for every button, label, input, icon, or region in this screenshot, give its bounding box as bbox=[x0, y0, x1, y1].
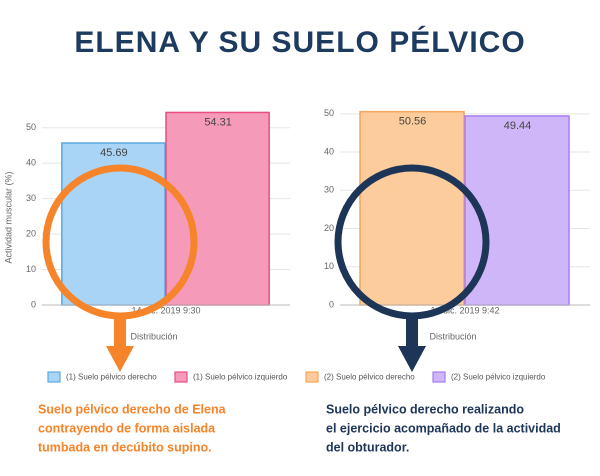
y-tick-label: 40 bbox=[26, 158, 36, 168]
arrow-head bbox=[106, 346, 134, 372]
x-axis-title: Distribución bbox=[130, 331, 177, 341]
arrow-head bbox=[398, 346, 426, 372]
value-label: 45.69 bbox=[100, 147, 128, 159]
bar bbox=[165, 111, 270, 306]
legend-label: (2) Suelo pélvico izquierdo bbox=[451, 373, 546, 382]
y-tick-label: 50 bbox=[26, 122, 36, 132]
bar bbox=[359, 110, 465, 306]
y-tick-label: 10 bbox=[26, 264, 36, 274]
annotation: Suelo pélvico derecho de Elena bbox=[38, 402, 227, 416]
y-axis-title: Actividad muscular (%) bbox=[3, 171, 13, 263]
decorations bbox=[42, 164, 490, 372]
x-axis-title: Distribución bbox=[429, 331, 476, 341]
value-label: 49.44 bbox=[504, 120, 532, 132]
highlight-circle bbox=[42, 164, 198, 320]
x-tick-label: 14 dic. 2019 9:30 bbox=[131, 305, 200, 315]
legend-label: (1) Suelo pélvico derecho bbox=[66, 373, 157, 382]
highlight-circle bbox=[334, 164, 490, 320]
y-tick-label: 30 bbox=[26, 193, 36, 203]
y-tick-label: 20 bbox=[26, 228, 36, 238]
legend-swatch bbox=[305, 371, 319, 383]
y-tick-label: 40 bbox=[324, 146, 334, 156]
y-tick-label: 0 bbox=[329, 299, 334, 309]
value-label: 54.31 bbox=[204, 116, 232, 128]
arrow-shaft bbox=[406, 318, 418, 348]
arrow-shaft bbox=[114, 318, 126, 348]
page-title: ELENA Y SU SUELO PÉLVICO bbox=[74, 25, 525, 59]
annotation: tumbada en decúbito supino. bbox=[38, 440, 212, 454]
annotation: el ejercicio acompañado de la actividad bbox=[326, 421, 561, 435]
x-tick-label: 14 dic. 2019 9:42 bbox=[430, 305, 499, 315]
value-label: 50.56 bbox=[399, 116, 427, 128]
y-tick-label: 20 bbox=[324, 223, 334, 233]
annotation: Suelo pélvico derecho realizando bbox=[326, 402, 524, 416]
annotation: del obturador. bbox=[326, 440, 409, 454]
legend-label: (2) Suelo pélvico derecho bbox=[324, 373, 415, 382]
y-tick-label: 0 bbox=[31, 299, 36, 309]
legend-swatch bbox=[47, 371, 61, 383]
y-tick-label: 10 bbox=[324, 261, 334, 271]
legend-label: (1) Suelo pélvico izquierdo bbox=[193, 373, 288, 382]
legend-swatch bbox=[174, 371, 188, 383]
y-tick-label: 50 bbox=[324, 108, 334, 118]
y-tick-label: 30 bbox=[324, 185, 334, 195]
legend-swatch bbox=[432, 371, 446, 383]
annotation: contrayendo de forma aislada bbox=[38, 421, 216, 435]
